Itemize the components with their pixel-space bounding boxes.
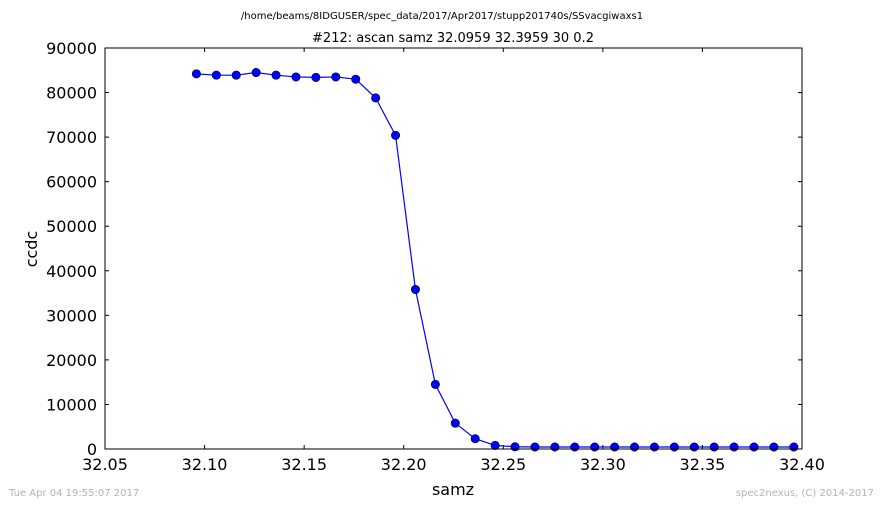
x-tick-label: 32.35 [680,455,726,474]
data-point [570,442,580,452]
copyright-footer: spec2nexus, (C) 2014-2017 [735,488,874,499]
y-tick-label: 40000 [46,262,97,281]
data-point [251,68,261,78]
data-point [231,70,241,80]
data-point [649,442,659,452]
data-point [311,72,321,82]
data-point [430,379,440,389]
y-axis-label: ccdc [22,231,41,268]
x-axis-label: samz [432,480,474,499]
series-group [191,68,799,452]
data-point [789,442,799,452]
x-tick-label: 32.30 [580,455,626,474]
data-point [371,93,381,103]
data-point [749,442,759,452]
y-tick-label: 80000 [46,84,97,103]
y-tick-label: 90000 [46,39,97,58]
data-point [490,440,500,450]
y-tick-label: 0 [87,440,97,459]
x-tick-label: 32.10 [182,455,228,474]
y-tick-label: 30000 [46,306,97,325]
timestamp-footer: Tue Apr 04 19:55:07 2017 [9,488,140,499]
x-tick-label: 32.25 [480,455,526,474]
data-point [470,434,480,444]
data-point [729,442,739,452]
data-point [550,442,560,452]
data-point [351,74,361,84]
axes-ticks: 32.05 32.10 32.15 32.20 32.25 32.30 32.35 32.40… [46,39,825,474]
data-point [610,442,620,452]
x-tick-label: 32.20 [381,455,427,474]
data-point [510,442,520,452]
y-tick-label: 60000 [46,173,97,192]
x-tick-label: 32.05 [82,455,128,474]
data-point [630,442,640,452]
data-point [689,442,699,452]
y-tick-label: 70000 [46,128,97,147]
y-tick-label: 50000 [46,217,97,236]
data-point [669,442,679,452]
chart-suptitle: /home/beams/8IDGUSER/spec_data/2017/Apr2… [241,11,643,22]
data-point [191,69,201,79]
plot-frame [104,47,803,450]
y-tick-label: 20000 [46,351,97,370]
data-point [590,442,600,452]
data-point [450,418,460,428]
data-point [530,442,540,452]
data-point [709,442,719,452]
y-tick-label: 10000 [46,395,97,414]
series-line [196,71,794,448]
x-tick-label: 32.15 [281,455,327,474]
data-point [271,70,281,80]
x-tick-label: 32.40 [779,455,825,474]
data-point [410,284,420,294]
data-point [291,72,301,82]
data-point [769,442,779,452]
chart-title: #212: ascan samz 32.0959 32.3959 30 0.2 [312,31,594,46]
data-point [211,70,221,80]
data-point [391,130,401,140]
data-point [331,72,341,82]
